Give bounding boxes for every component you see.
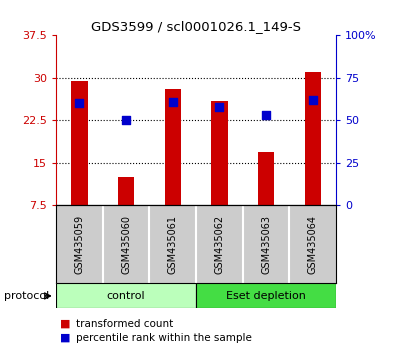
Text: GSM435063: GSM435063 xyxy=(261,215,271,274)
Bar xyxy=(56,283,196,308)
Text: control: control xyxy=(107,291,145,301)
Text: GSM435062: GSM435062 xyxy=(214,215,224,274)
Text: ■: ■ xyxy=(60,319,70,329)
Bar xyxy=(196,283,336,308)
Text: percentile rank within the sample: percentile rank within the sample xyxy=(76,333,252,343)
Bar xyxy=(71,81,88,205)
Text: GSM435061: GSM435061 xyxy=(168,215,178,274)
Bar xyxy=(118,177,134,205)
Text: protocol: protocol xyxy=(4,291,49,301)
Point xyxy=(123,118,129,123)
Text: GSM435060: GSM435060 xyxy=(121,215,131,274)
Bar xyxy=(211,101,228,205)
Text: GSM435064: GSM435064 xyxy=(308,215,318,274)
Text: GSM435059: GSM435059 xyxy=(74,215,84,274)
Text: ■: ■ xyxy=(60,333,70,343)
Text: Eset depletion: Eset depletion xyxy=(226,291,306,301)
Point xyxy=(170,99,176,104)
Bar xyxy=(164,89,181,205)
Text: transformed count: transformed count xyxy=(76,319,173,329)
Bar xyxy=(258,152,274,205)
Point xyxy=(216,104,222,110)
Title: GDS3599 / scl0001026.1_149-S: GDS3599 / scl0001026.1_149-S xyxy=(91,20,301,33)
Bar xyxy=(304,72,321,205)
Point xyxy=(310,97,316,103)
Point xyxy=(76,101,82,106)
Point xyxy=(263,113,269,118)
